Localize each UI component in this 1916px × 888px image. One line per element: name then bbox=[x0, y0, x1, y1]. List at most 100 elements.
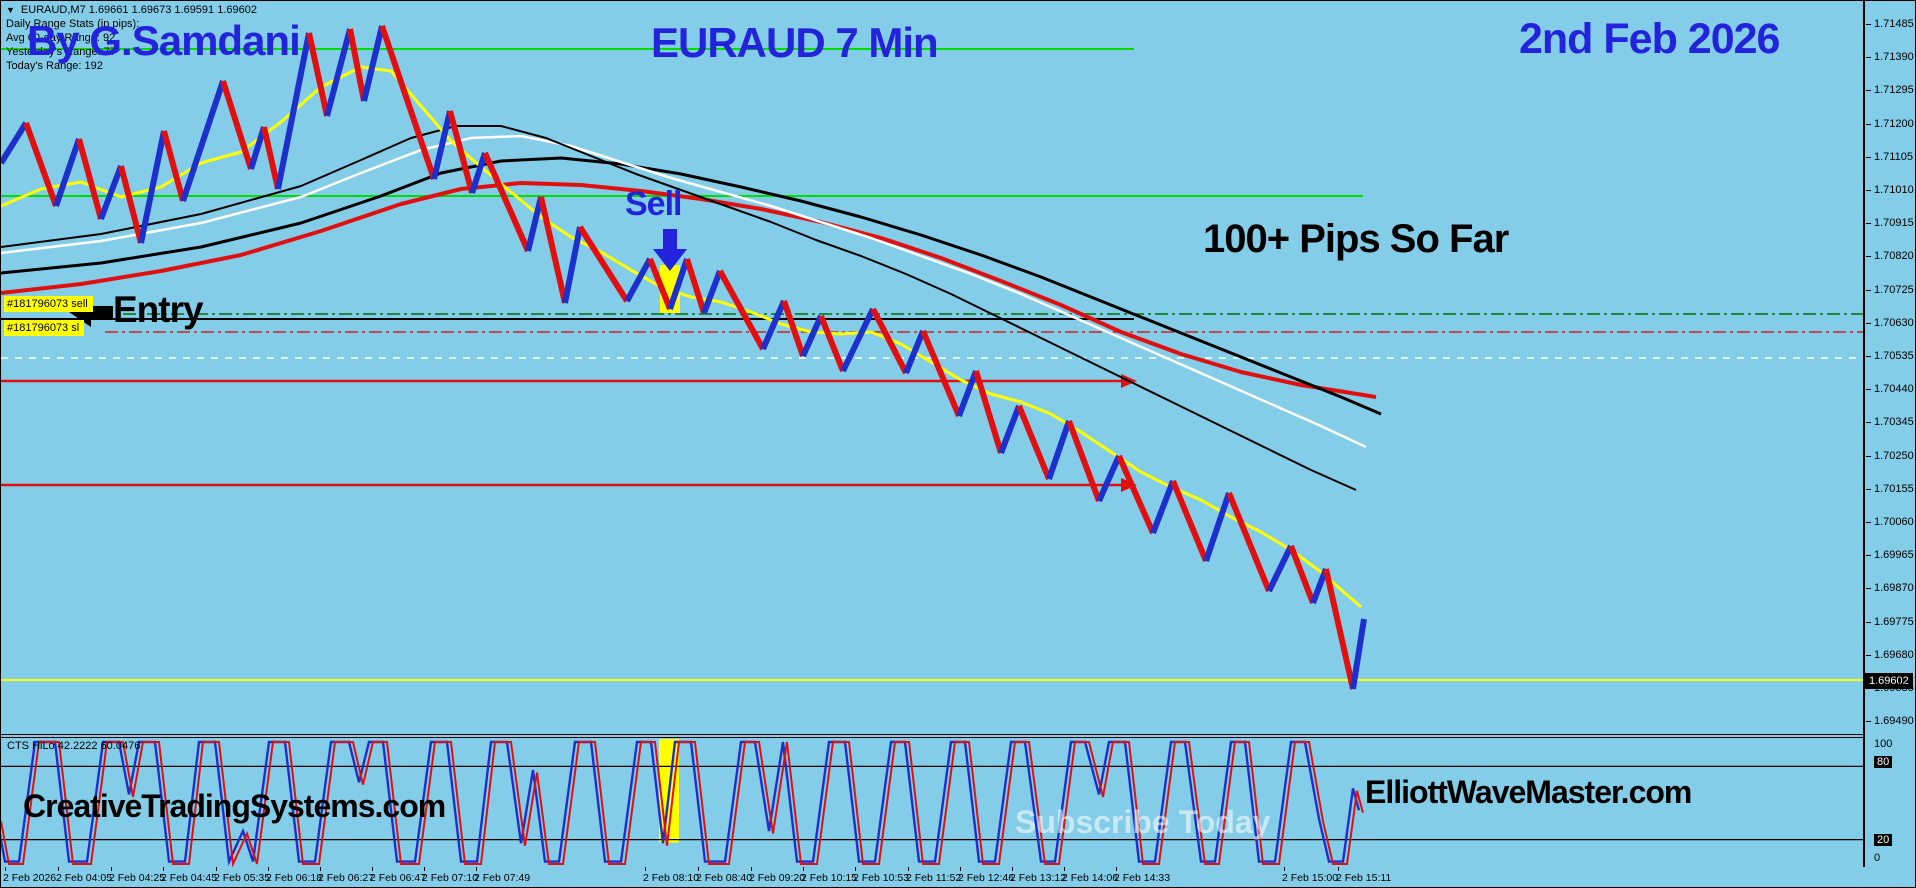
time-axis-tick bbox=[1284, 867, 1285, 871]
price-axis-label: 1.70345 bbox=[1866, 416, 1914, 429]
time-axis-label: 2 Feb 12:46 bbox=[958, 872, 1015, 884]
time-axis-tick bbox=[320, 867, 321, 871]
price-zigzag-segment bbox=[1016, 404, 1052, 481]
time-axis-tick bbox=[1012, 867, 1013, 871]
price-axis-label: 1.70535 bbox=[1866, 350, 1914, 362]
time-axis-label: 2 Feb 14:33 bbox=[1114, 872, 1171, 884]
indicator-value-label: CTS HiLo 42.2222 60.0476 bbox=[7, 740, 141, 752]
ma-red-slow bbox=[1, 181, 1377, 399]
time-axis-label: 2 Feb 14:06 bbox=[1062, 872, 1119, 884]
price-zigzag-segment bbox=[138, 130, 167, 244]
price-axis-label: 1.71390 bbox=[1866, 51, 1914, 64]
price-axis-label: 1.69585 bbox=[1866, 682, 1914, 694]
price-chart-area[interactable]: ▼ EURAUD,M7 1.69661 1.69673 1.69591 1.696… bbox=[1, 1, 1863, 735]
price-zigzag-segment bbox=[624, 257, 653, 303]
time-axis-tick bbox=[5, 867, 6, 871]
price-zigzag-segment bbox=[760, 299, 787, 351]
time-axis-tick bbox=[163, 867, 164, 871]
time-axis-tick bbox=[1064, 867, 1065, 871]
price-axis-label: 1.70915 bbox=[1866, 217, 1914, 230]
price-zigzag-segment bbox=[324, 28, 353, 117]
price-zigzag-segment bbox=[53, 138, 82, 207]
price-zigzag-segment bbox=[180, 80, 226, 202]
sell-annotation: Sell bbox=[625, 185, 682, 223]
price-zigzag-segment bbox=[347, 28, 367, 102]
price-zigzag-segment bbox=[538, 196, 568, 304]
price-zigzag-segment bbox=[379, 25, 437, 180]
time-axis-label: 2 Feb 09:20 bbox=[749, 872, 806, 884]
price-axis-label: 1.69775 bbox=[1866, 615, 1914, 628]
time-axis-tick bbox=[751, 867, 752, 871]
price-zigzag-segment bbox=[469, 152, 488, 194]
symbol-dropdown-icon[interactable]: ▼ bbox=[6, 5, 15, 15]
price-zigzag-segment bbox=[1066, 419, 1102, 503]
ma-white bbox=[1, 134, 1367, 449]
price-zigzag-segment bbox=[1096, 454, 1122, 503]
price-zigzag-segment bbox=[118, 165, 144, 244]
price-axis[interactable]: 1.69602 1.71485 1.71390 1.71295 1.71200 1.71… bbox=[1863, 1, 1915, 867]
indicator-canvas[interactable] bbox=[1, 738, 1863, 867]
price-chart-canvas[interactable] bbox=[1, 1, 1863, 734]
price-axis-label: 1.69965 bbox=[1866, 549, 1914, 562]
time-axis-tick bbox=[960, 867, 961, 871]
time-axis-tick bbox=[372, 867, 373, 871]
price-zigzag-segment bbox=[998, 404, 1022, 455]
price-zigzag-segment bbox=[870, 307, 909, 375]
oscillator-fast-line bbox=[1, 740, 1361, 866]
price-zigzag-segment bbox=[1150, 479, 1176, 535]
price-zigzag-segment bbox=[1226, 491, 1272, 593]
price-zigzag-segment bbox=[647, 257, 673, 311]
indicator-scale-label: 0 bbox=[1874, 852, 1881, 864]
cts-hilo-indicator-panel[interactable]: CTS HiLo 42.2222 60.0476 CreativeTrading… bbox=[1, 737, 1863, 868]
time-axis-label: 2 Feb 06:47 bbox=[370, 872, 427, 884]
byline-text: By G.Samdani bbox=[27, 17, 301, 64]
subscribe-watermark: Subscribe Today bbox=[1015, 804, 1271, 840]
time-axis-label: 2 Feb 07:49 bbox=[474, 872, 531, 884]
price-zigzag-segment bbox=[781, 300, 806, 357]
price-zigzag-segment bbox=[1, 121, 29, 165]
price-zigzag-segment bbox=[717, 269, 766, 351]
price-zigzag-segment bbox=[1046, 420, 1072, 480]
chart-title: EURAUD 7 Min bbox=[651, 19, 939, 66]
price-axis-label: 1.70725 bbox=[1866, 283, 1914, 296]
price-zigzag-segment bbox=[220, 80, 254, 170]
indicator-scale-label: 80 bbox=[1874, 756, 1893, 768]
price-zigzag-segment bbox=[98, 164, 124, 221]
price-zigzag-segment bbox=[248, 126, 267, 170]
price-axis-label: 1.69490 bbox=[1866, 715, 1914, 728]
price-zigzag-segment bbox=[447, 110, 475, 194]
avg-range-stat: Avg 60-day Range: 92 bbox=[6, 32, 116, 44]
price-zigzag-segment bbox=[23, 121, 59, 208]
time-axis-label: 2 Feb 04:25 bbox=[109, 872, 166, 884]
time-axis-label: 2 Feb 06:18 bbox=[266, 872, 323, 884]
time-axis-tick bbox=[1338, 867, 1339, 871]
time-axis-tick bbox=[268, 867, 269, 871]
time-axis-tick bbox=[216, 867, 217, 871]
entry-label: Entry bbox=[113, 289, 204, 330]
price-zigzag-segment bbox=[1288, 544, 1316, 605]
price-zigzag-segment bbox=[577, 225, 630, 303]
time-axis-tick bbox=[58, 867, 59, 871]
time-axis-label: 2 Feb 04:45 bbox=[161, 872, 218, 884]
price-zigzag-segment bbox=[1350, 618, 1367, 690]
right-watermark: ElliottWaveMaster.com bbox=[1365, 774, 1692, 810]
price-zigzag-segment bbox=[306, 32, 330, 117]
price-zigzag-segment bbox=[275, 32, 312, 190]
time-axis-label: 2 Feb 08:10 bbox=[643, 872, 700, 884]
time-axis-label: 2 Feb 13:12 bbox=[1010, 872, 1067, 884]
indicator-scale-label: 100 bbox=[1874, 738, 1893, 750]
time-axis-tick bbox=[698, 867, 699, 871]
price-zigzag-segment bbox=[667, 258, 690, 310]
time-axis-label: 2 Feb 04:05 bbox=[56, 872, 113, 884]
order-entry-tag: #181796073 sell bbox=[4, 296, 93, 312]
price-zigzag-segment bbox=[684, 258, 707, 314]
time-axis-label: 2 Feb 2026 bbox=[3, 872, 57, 884]
time-axis[interactable]: 2 Feb 2026 2 Feb 04:05 2 Feb 04:25 2 Feb 04… bbox=[1, 867, 1915, 887]
price-axis-label: 1.71295 bbox=[1866, 84, 1914, 97]
price-axis-label: 1.70440 bbox=[1866, 383, 1914, 396]
price-zigzag-segment bbox=[1266, 544, 1294, 593]
price-zigzag-segment bbox=[956, 369, 979, 418]
price-axis-label: 1.69680 bbox=[1866, 648, 1914, 661]
left-watermark: CreativeTradingSystems.com bbox=[23, 788, 446, 824]
stats-title: Daily Range Stats (in pips): bbox=[6, 18, 140, 30]
